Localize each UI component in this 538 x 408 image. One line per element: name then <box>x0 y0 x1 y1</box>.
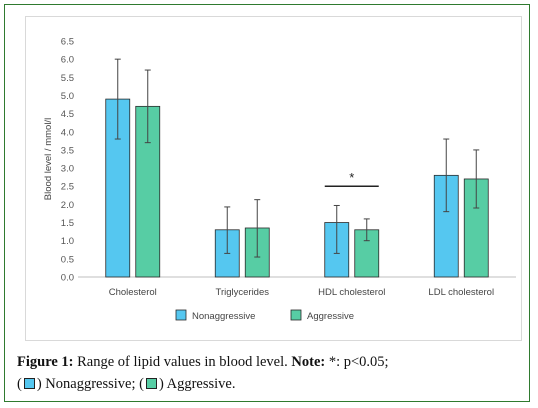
y-tick-label: 5.5 <box>61 73 74 84</box>
figure-frame: 0.0 0.5 1.0 1.5 2.0 2.5 3.0 3.5 4.0 4.5 5.0 5.5 6.0 6… <box>4 4 530 402</box>
caption-nonaggressive: ) Nonaggressive; ( <box>36 376 144 392</box>
chart-container: 0.0 0.5 1.0 1.5 2.0 2.5 3.0 3.5 4.0 4.5 5.0 5.5 6.0 6… <box>25 16 522 341</box>
y-tick-label: 6.5 <box>61 37 74 48</box>
y-tick-label: 6.0 <box>61 55 74 66</box>
y-axis-label: Blood level / mmol/l <box>43 118 54 200</box>
y-tick-label: 2.0 <box>61 200 74 211</box>
caption-paren-open: ( <box>17 376 22 392</box>
legend-swatch-aggressive <box>290 309 302 321</box>
aggressive-swatch <box>145 378 157 389</box>
x-tick-label: LDL cholesterol <box>428 287 494 298</box>
caption-text: Range of lipid values in blood level. <box>73 354 288 370</box>
x-tick-label: HDL cholesterol <box>318 287 385 298</box>
caption-note-text: *: p<0.05; <box>325 354 389 370</box>
figure-caption: Figure 1: Range of lipid values in blood… <box>17 351 529 395</box>
legend-swatch-nonaggressive <box>175 309 187 321</box>
y-tick-label: 0.0 <box>61 273 74 284</box>
bar-chart: 0.0 0.5 1.0 1.5 2.0 2.5 3.0 3.5 4.0 4.5 5.0 5.5 6.0 6… <box>43 37 516 322</box>
y-tick-label: 1.5 <box>61 218 74 229</box>
y-tick-label: 0.5 <box>61 254 74 265</box>
y-tick-label: 3.5 <box>61 145 74 156</box>
x-tick-label: Triglycerides <box>216 287 270 298</box>
y-tick-label: 4.5 <box>61 109 74 120</box>
y-tick-label: 4.0 <box>61 127 74 138</box>
caption-aggressive: ) Aggressive. <box>158 376 236 392</box>
caption-note-label: Note: <box>291 354 326 370</box>
y-tick-label: 2.5 <box>61 182 74 193</box>
caption-label: Figure 1: <box>17 354 74 370</box>
legend-label-aggressive: Aggressive <box>307 311 354 322</box>
significance-marker: * <box>349 170 354 185</box>
y-tick-label: 5.0 <box>61 91 74 102</box>
y-tick-label: 1.0 <box>61 236 74 247</box>
y-tick-label: 3.0 <box>61 164 74 175</box>
legend-label-nonaggressive: Nonaggressive <box>192 311 255 322</box>
nonaggressive-swatch <box>23 378 35 389</box>
x-tick-label: Cholesterol <box>109 287 157 298</box>
